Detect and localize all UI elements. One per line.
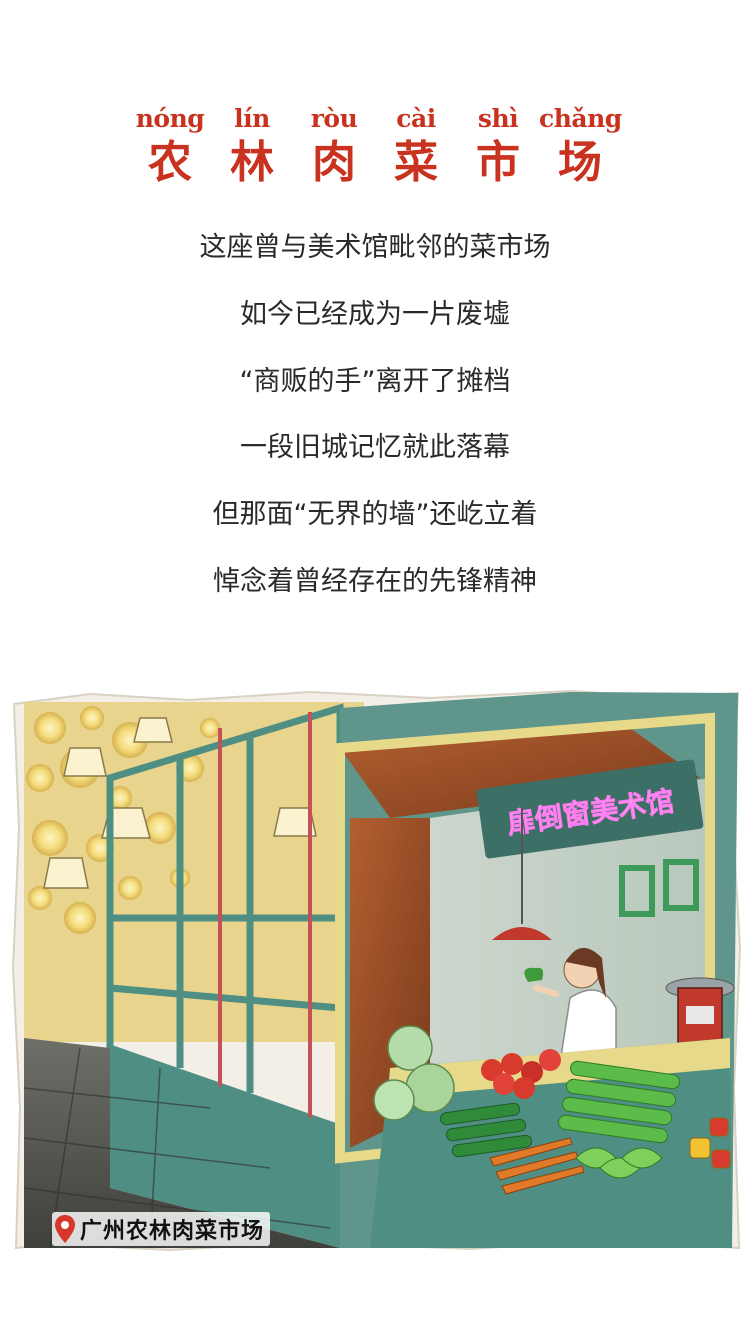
pinyin-syllable: cài — [396, 104, 436, 133]
vegetables — [373, 1025, 731, 1195]
title-pinyin: nóng lín ròu cài shì chǎng — [0, 104, 750, 133]
poem: 这座曾与美术馆毗邻的菜市场 如今已经成为一片废墟 “商贩的手”离开了摊档 一段旧… — [0, 228, 750, 629]
wall-frame-right — [663, 859, 699, 911]
poem-line: 一段旧城记忆就此落幕 — [240, 432, 510, 464]
street-floor — [24, 1038, 340, 1248]
title-character: 场 — [558, 137, 602, 188]
poem-line: 这座曾与美术馆毗邻的菜市场 — [199, 232, 551, 263]
neon-sign-board — [476, 759, 704, 859]
pinyin-syllable: lín — [234, 104, 270, 133]
wall-frame-left — [619, 865, 655, 917]
title-character: 农 — [148, 137, 192, 188]
title-character: 林 — [230, 137, 274, 188]
wood-ceiling — [340, 728, 700, 818]
map-pin-icon — [55, 1215, 75, 1243]
pinyin-syllable: shì — [477, 104, 519, 133]
title-character: 肉 — [312, 137, 356, 188]
location-badge: 广州农林肉菜市场 — [52, 1212, 271, 1246]
red-frame-accents — [218, 712, 312, 1118]
pinyin-syllable: ròu — [310, 104, 358, 133]
location-label: 广州农林肉菜市场 — [80, 1218, 265, 1244]
title-character: 菜 — [394, 137, 438, 188]
title-block: nóng lín ròu cài shì chǎng 农 林 肉 菜 市 场 — [0, 104, 750, 191]
stall-back-wall — [430, 778, 710, 1108]
poem-line: 悼念着曾经存在的先锋精神 — [213, 565, 537, 597]
poem-line: “商贩的手”离开了摊档 — [239, 365, 511, 397]
lamp-shades — [43, 717, 317, 889]
poem-line: 如今已经成为一片废墟 — [240, 298, 510, 330]
market-illustration: 扉倒窗美术馆 — [10, 688, 742, 1256]
pinyin-syllable: chǎng — [539, 104, 622, 133]
title-character: 市 — [476, 137, 520, 188]
poem-line: 但那面“无界的墙”还屹立着 — [212, 499, 538, 531]
pendant-lamp — [492, 927, 552, 940]
pinyin-syllable: nóng — [135, 104, 205, 133]
page-title: 农 林 肉 菜 市 场 — [0, 135, 750, 191]
green-wall-base — [110, 1048, 340, 1248]
counter-top — [388, 1038, 730, 1098]
